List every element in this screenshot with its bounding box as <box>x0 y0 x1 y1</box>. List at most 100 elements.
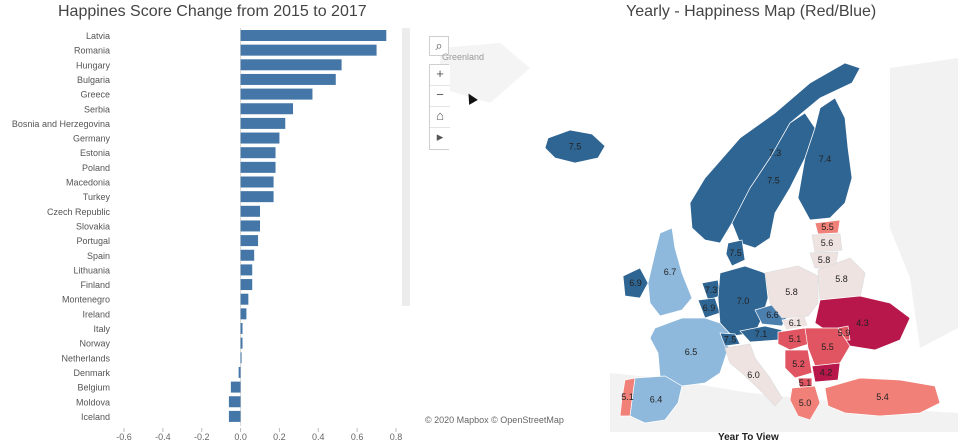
country-latvia[interactable] <box>811 233 843 253</box>
bar-chart-title: Happines Score Change from 2015 to 2017 <box>58 3 367 20</box>
bar-category-label: Latvia <box>86 31 110 41</box>
bar-category-label: Moldova <box>76 397 110 407</box>
country-score-label: 5.2 <box>792 359 805 369</box>
bar[interactable] <box>240 59 342 71</box>
country-estonia[interactable] <box>814 219 841 235</box>
country-portugal[interactable] <box>619 377 636 417</box>
bar[interactable] <box>240 30 387 41</box>
bar[interactable] <box>240 337 243 349</box>
bar[interactable] <box>240 161 276 173</box>
bar-category-label: Denmark <box>73 368 110 378</box>
bar-category-label: Spain <box>87 251 110 261</box>
map-title: Yearly - Happiness Map (Red/Blue) <box>626 3 877 20</box>
bar-category-label: Macedonia <box>66 178 110 188</box>
bar[interactable] <box>240 103 294 115</box>
country-score-label: 5.1 <box>799 378 812 388</box>
country-norway[interactable] <box>689 62 861 244</box>
country-score-label: 4.3 <box>856 318 869 328</box>
country-bulgaria[interactable] <box>811 362 841 383</box>
greenland-label: Greenland <box>442 52 485 62</box>
map-canvas[interactable]: 7.5 7.3 7.4 7.5 7.5 6.9 6.7 7.3 6.9 7.0 6.5 5.1 6.4 7… <box>420 28 958 432</box>
country-germany[interactable] <box>717 265 769 337</box>
country-score-label: 6.0 <box>747 370 760 380</box>
bar[interactable] <box>240 293 249 305</box>
bar[interactable] <box>240 249 255 261</box>
country-score-label: 6.5 <box>685 347 698 357</box>
country-denmark[interactable] <box>725 239 746 267</box>
country-score-label: 6.6 <box>766 310 779 320</box>
bar-chart: Latvia Romania Hungary Bulgaria Greece Serbia… <box>12 28 403 442</box>
bar-chart-scrollbar[interactable] <box>402 28 410 306</box>
country-score-label: 5.8 <box>785 287 798 297</box>
country-score-label: 7.5 <box>729 248 742 258</box>
bar[interactable] <box>228 396 241 408</box>
bar[interactable] <box>240 352 242 364</box>
country-finland[interactable] <box>797 97 853 221</box>
country-score-label: 7.5 <box>767 176 780 186</box>
bar-chart-panel: Latvia Romania Hungary Bulgaria Greece Serbia… <box>0 28 412 447</box>
home-icon[interactable]: ⌂ <box>430 107 450 128</box>
bar[interactable] <box>240 117 286 129</box>
play-icon[interactable]: ▸ <box>430 128 450 149</box>
bar[interactable] <box>240 264 253 276</box>
country-united-kingdom[interactable] <box>647 227 693 317</box>
x-tick-label: -0.4 <box>155 432 171 442</box>
bar[interactable] <box>240 88 313 100</box>
bar[interactable] <box>240 279 253 291</box>
bar[interactable] <box>240 44 377 56</box>
country-score-label: 6.4 <box>650 395 663 405</box>
happiness-map[interactable]: 7.5 7.3 7.4 7.5 7.5 6.9 6.7 7.3 6.9 7.0 6.5 5.1 6.4 7… <box>420 28 958 432</box>
bar[interactable] <box>240 176 274 188</box>
x-tick-label: 0.8 <box>390 432 403 442</box>
country-score-label: 6.9 <box>629 278 642 288</box>
country-score-label: 6.7 <box>664 267 677 277</box>
bar[interactable] <box>240 220 260 232</box>
bar-category-label: Bosnia and Herzegovina <box>12 119 110 129</box>
country-score-label: 5.6 <box>821 238 834 248</box>
search-icon[interactable]: ⌕ <box>429 36 449 56</box>
zoom-out-icon[interactable]: − <box>430 86 450 107</box>
country-score-label: 7.4 <box>819 154 832 164</box>
bar[interactable] <box>240 73 336 85</box>
bar[interactable] <box>230 381 241 393</box>
country-score-label: 5.1 <box>789 334 802 344</box>
bar[interactable] <box>228 410 241 422</box>
bar-category-label: Greece <box>80 90 110 100</box>
country-poland[interactable] <box>764 265 819 319</box>
bar-category-label: Finland <box>80 280 110 290</box>
country-ireland[interactable] <box>622 267 649 299</box>
bar[interactable] <box>240 323 243 334</box>
country-turkey[interactable] <box>824 377 941 417</box>
year-filter-label: Year To View <box>718 432 779 443</box>
bar[interactable] <box>240 235 259 247</box>
zoom-in-icon[interactable]: + <box>430 65 450 86</box>
bar[interactable] <box>240 147 276 159</box>
bar-category-label: Montenegro <box>62 295 110 305</box>
bar[interactable] <box>238 366 241 378</box>
bar-category-label: Netherlands <box>61 353 110 363</box>
country-france[interactable] <box>649 317 733 387</box>
country-belarus[interactable] <box>817 257 866 301</box>
bar[interactable] <box>240 205 260 217</box>
country-score-label: 7.1 <box>755 329 768 339</box>
map-attribution[interactable]: © 2020 Mapbox © OpenStreetMap <box>425 415 564 425</box>
country-hungary[interactable] <box>777 327 813 351</box>
country-switzerland[interactable] <box>719 332 741 347</box>
country-score-label: 5.0 <box>799 398 812 408</box>
country-iceland[interactable] <box>544 129 606 164</box>
bar-category-label: Ireland <box>82 309 110 319</box>
bar-category-label: Serbia <box>84 104 110 114</box>
country-italy[interactable] <box>724 343 783 407</box>
country-serbia[interactable] <box>784 349 813 379</box>
country-score-label: 5.5 <box>821 222 834 232</box>
x-tick-label: -0.6 <box>116 432 132 442</box>
bar-category-label: Turkey <box>83 192 111 202</box>
country-score-label: 7.5 <box>569 142 582 152</box>
country-slovakia[interactable] <box>781 315 809 331</box>
x-tick-label: -0.2 <box>194 432 210 442</box>
bar[interactable] <box>240 308 247 320</box>
bar[interactable] <box>240 132 280 144</box>
country-greece[interactable] <box>789 385 821 421</box>
bar[interactable] <box>240 191 274 203</box>
country-score-label: 5.9 <box>838 328 851 338</box>
